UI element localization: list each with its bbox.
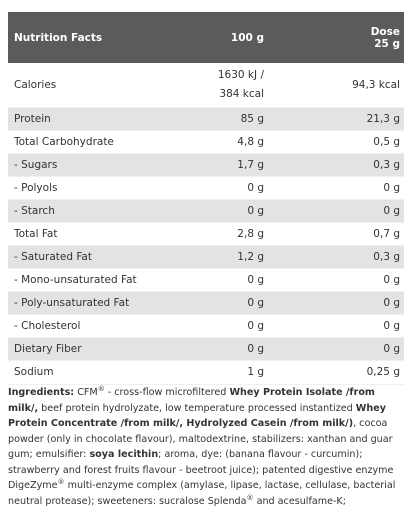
row-label: - Polyols [8,176,186,200]
ing-text: ; aroma, dye: (banana flavour - curcumin… [8,449,394,491]
row-label: Dietary Fiber [8,337,186,361]
ing-text: soya lecithin [89,449,159,460]
row-value: 0 g [268,268,404,292]
header-title: Nutrition Facts [8,12,186,63]
table-row: Total Carbohydrate 4,8 g 0,5 g [8,130,404,154]
row-label: - Saturated Fat [8,245,186,269]
header-col: Dose 25 g [268,12,404,63]
row-label: Sodium [8,360,186,385]
ing-text: Ingredients: [8,387,75,398]
row-value: 0 g [186,176,268,200]
ing-text: Whey Protein Isolate /from milk/, [8,387,375,414]
table-row: Total Fat 2,8 g 0,7 g [8,222,404,246]
ing-text: CFM [74,387,98,398]
row-label: - Starch [8,199,186,223]
row-value: 0 g [268,176,404,200]
row-value: 0 g [268,291,404,315]
ing-text: beef protein hydrolyzate, low temperatur… [38,402,356,414]
table-header: Nutrition Facts 100 g Dose 25 g [8,12,404,63]
header-line: 25 g [374,37,400,50]
row-value: 0 g [186,199,268,223]
row-value: 0 g [268,199,404,223]
row-value: 4,8 g [186,130,268,154]
row-value: 2,8 g [186,222,268,246]
nutrition-table: Nutrition Facts 100 g Dose 25 g Calories 1… [8,12,404,385]
row-value: 0 g [186,337,268,361]
row-label: Total Carbohydrate [8,130,186,154]
row-value: 0 g [268,314,404,338]
row-value: 0 g [268,337,404,361]
table-row: Sodium 1 g 0,25 g [8,360,404,385]
nutrition-panel: Nutrition Facts 100 g Dose 25 g Calories 1… [8,12,404,385]
ingredients: Ingredients: CFM® - cross-flow microfilt… [8,385,402,509]
row-value: 0,5 g [268,130,404,154]
header-line: Dose [370,25,400,38]
ing-text: Whey Protein Concentrate /from milk/, Hy… [8,402,386,430]
row-value: 0 g [186,291,268,315]
row-label: Protein [8,107,186,131]
row-value: 0 g [186,314,268,338]
row-label: - Cholesterol [8,314,186,338]
row-value: 94,3 kcal [268,63,404,108]
table-row: - Sugars 1,7 g 0,3 g [8,153,404,177]
header-col: 100 g [186,12,268,63]
row-value: 85 g [186,107,268,131]
ing-text: ® [97,384,105,393]
row-value: 0,25 g [268,360,404,385]
table-row: Calories 1630 kJ / 384 kcal 94,3 kcal [8,63,404,108]
ing-text: , cocoa powder (only in chocolate flavou… [8,418,393,460]
row-value: 0,3 g [268,153,404,177]
row-value: 1,7 g [186,153,268,177]
row-label: - Poly-unsaturated Fat [8,291,186,315]
ing-text: - cross-flow microfiltered [104,387,230,398]
row-value: 1 g [186,360,268,385]
row-value: 0 g [186,268,268,292]
row-value: 21,3 g [268,107,404,131]
row-value: 0,7 g [268,222,404,246]
table-row: - Saturated Fat 1,2 g 0,3 g [8,245,404,269]
ing-text: ® [246,493,254,502]
row-label: - Sugars [8,153,186,177]
row-value: 1,2 g [186,245,268,269]
row-label: Calories [8,63,186,108]
table-body: Calories 1630 kJ / 384 kcal 94,3 kcal Prote… [8,63,404,385]
row-value: 1630 kJ / 384 kcal [186,63,268,108]
table-row: Protein 85 g 21,3 g [8,107,404,131]
ing-text: ® [57,477,65,486]
row-label: - Mono-unsaturated Fat [8,268,186,292]
row-label: Total Fat [8,222,186,246]
row-value: 0,3 g [268,245,404,269]
ing-text: and acesulfame-K; [253,495,346,507]
header-row: Nutrition Facts 100 g Dose 25 g [8,12,404,63]
